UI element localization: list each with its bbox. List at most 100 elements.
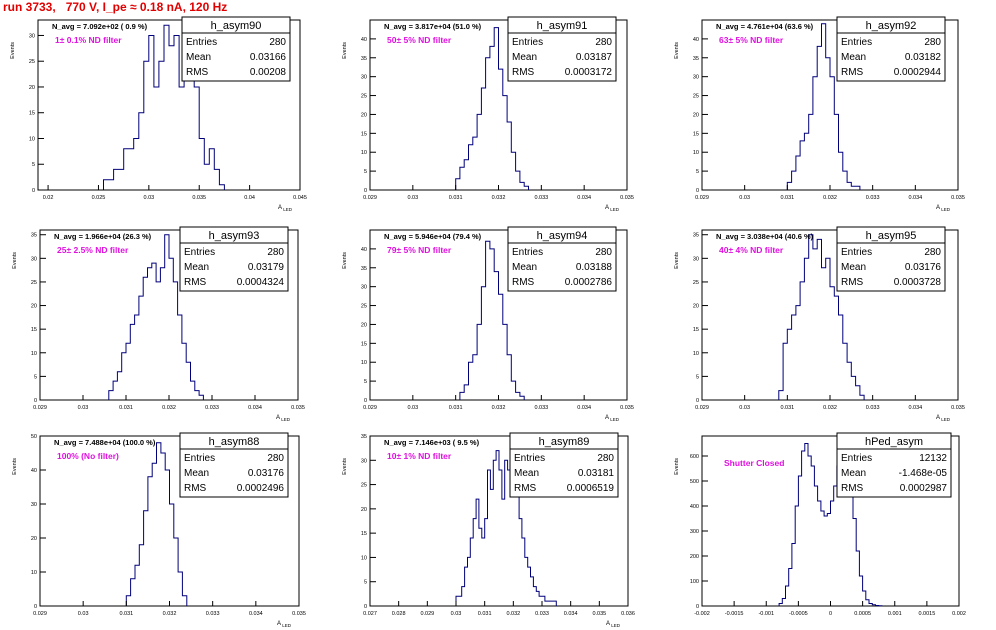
y-tick-label: 0 xyxy=(364,398,367,404)
y-tick-label: 25 xyxy=(361,483,367,489)
y-tick-label: 15 xyxy=(361,131,367,137)
y-tick-label: 5 xyxy=(696,169,699,175)
stats-box xyxy=(836,226,946,292)
x-tick-label: 0.035 xyxy=(951,195,965,201)
histogram-line xyxy=(455,450,557,606)
y-axis-label: Events xyxy=(342,42,348,59)
stats-value: 0.03187 xyxy=(576,52,613,63)
stats-value: 0.03188 xyxy=(576,262,613,273)
x-tick-label: 0.031 xyxy=(478,611,492,617)
filter-label: Shutter Closed xyxy=(724,458,784,468)
x-tick-label: 0.034 xyxy=(577,405,591,411)
filter-label: 25± 2.5% ND filter xyxy=(57,245,129,255)
stats-value: 0.0003728 xyxy=(894,277,942,288)
x-tick-label: -0.0015 xyxy=(725,611,744,617)
x-tick-label: 0.035 xyxy=(620,195,634,201)
stats-label: RMS xyxy=(512,277,535,288)
histogram-panel: 0.027 0.028 0.029 0.03 0.031 0.032 0.033 0.034 0… xyxy=(342,432,635,628)
navg-text: N_avg = 7.092e+02 ( 0.9 %) xyxy=(52,22,148,31)
x-tick-label: 0.036 xyxy=(621,611,635,617)
x-tick-label: 0.029 xyxy=(420,611,434,617)
x-tick-label: 0.034 xyxy=(577,195,591,201)
x-tick-label: 0.03 xyxy=(143,195,154,201)
stats-value: 0.0002786 xyxy=(565,277,613,288)
stats-box xyxy=(509,432,619,498)
stats-value: 0.03176 xyxy=(905,262,942,273)
stats-box xyxy=(507,16,617,82)
filter-label: 1± 0.1% ND filter xyxy=(55,35,122,45)
y-tick-label: 35 xyxy=(31,233,37,239)
x-tick-label: 0.029 xyxy=(363,195,377,201)
y-tick-label: 35 xyxy=(693,56,699,62)
x-tick-label: 0.045 xyxy=(293,195,307,201)
histogram-line xyxy=(786,23,861,190)
stats-value: 0.00208 xyxy=(250,67,287,78)
stats-value: 0.0002987 xyxy=(900,483,948,494)
stats-box xyxy=(507,226,617,292)
x-tick-label: 0.029 xyxy=(363,405,377,411)
y-tick-label: 30 xyxy=(361,285,367,291)
y-tick-label: 10 xyxy=(31,570,37,576)
x-tick-label: 0.03 xyxy=(739,195,750,201)
x-tick-label: 0.033 xyxy=(866,195,880,201)
y-tick-label: 10 xyxy=(31,351,37,357)
histogram-name: h_asym95 xyxy=(866,230,917,242)
x-tick-label: 0.032 xyxy=(492,405,506,411)
y-tick-label: 15 xyxy=(31,327,37,333)
stats-label: Entries xyxy=(841,247,872,258)
navg-text: N_avg = 5.946e+04 (79.4 %) xyxy=(384,232,482,241)
y-tick-label: 0 xyxy=(364,188,367,194)
filter-label: 79± 5% ND filter xyxy=(387,245,452,255)
y-axis-label: Events xyxy=(674,458,680,475)
y-tick-label: 40 xyxy=(361,37,367,43)
x-tick-label: 0.033 xyxy=(205,405,219,411)
y-axis-label: Events xyxy=(12,458,18,475)
y-axis-label: Events xyxy=(674,252,680,269)
x-tick-label: 0.035 xyxy=(951,405,965,411)
stats-label: RMS xyxy=(512,67,535,78)
histogram-line xyxy=(108,234,204,400)
y-axis-label: Events xyxy=(342,252,348,269)
y-tick-label: 20 xyxy=(693,112,699,118)
stats-label: Entries xyxy=(184,247,215,258)
stats-label: Mean xyxy=(841,468,866,479)
stats-value: 280 xyxy=(595,247,612,258)
y-tick-label: 30 xyxy=(29,33,35,39)
y-tick-label: 200 xyxy=(690,554,699,560)
y-tick-label: 15 xyxy=(361,531,367,537)
stats-label: Entries xyxy=(841,37,872,48)
stats-label: RMS xyxy=(186,67,209,78)
stats-label: Mean xyxy=(186,52,211,63)
y-tick-label: 35 xyxy=(361,266,367,272)
histogram-line xyxy=(778,443,883,607)
x-axis-label: A LED xyxy=(276,415,291,422)
y-tick-label: 35 xyxy=(361,56,367,62)
x-tick-label: 0.0005 xyxy=(854,611,871,617)
y-tick-label: 5 xyxy=(364,379,367,385)
x-tick-label: -0.002 xyxy=(694,611,710,617)
x-tick-label: 0.002 xyxy=(952,611,966,617)
y-tick-label: 25 xyxy=(361,304,367,310)
x-tick-label: 0.033 xyxy=(535,611,549,617)
y-tick-label: 0 xyxy=(696,188,699,194)
y-tick-label: 35 xyxy=(693,233,699,239)
stats-value: 280 xyxy=(267,247,284,258)
stats-value: 280 xyxy=(597,453,614,464)
x-tick-label: 0.032 xyxy=(163,611,177,617)
histogram-name: h_asym94 xyxy=(537,230,588,242)
y-tick-label: 10 xyxy=(693,150,699,156)
stats-value: 280 xyxy=(595,37,612,48)
stats-value: 280 xyxy=(269,37,286,48)
histogram-panel: 0.029 0.03 0.031 0.032 0.033 0.034 0.035 0 10 20 3… xyxy=(12,432,306,628)
stats-value: 0.0004324 xyxy=(237,277,285,288)
stats-value: 0.03179 xyxy=(248,262,285,273)
stats-label: Entries xyxy=(186,37,217,48)
navg-text: N_avg = 7.146e+03 ( 9.5 %) xyxy=(384,438,480,447)
y-tick-label: 0 xyxy=(696,398,699,404)
y-tick-label: 30 xyxy=(361,458,367,464)
x-tick-label: 0.035 xyxy=(592,611,606,617)
y-tick-label: 15 xyxy=(361,341,367,347)
y-tick-label: 20 xyxy=(31,536,37,542)
y-tick-label: 25 xyxy=(31,280,37,286)
filter-label: 10± 1% ND filter xyxy=(387,451,452,461)
